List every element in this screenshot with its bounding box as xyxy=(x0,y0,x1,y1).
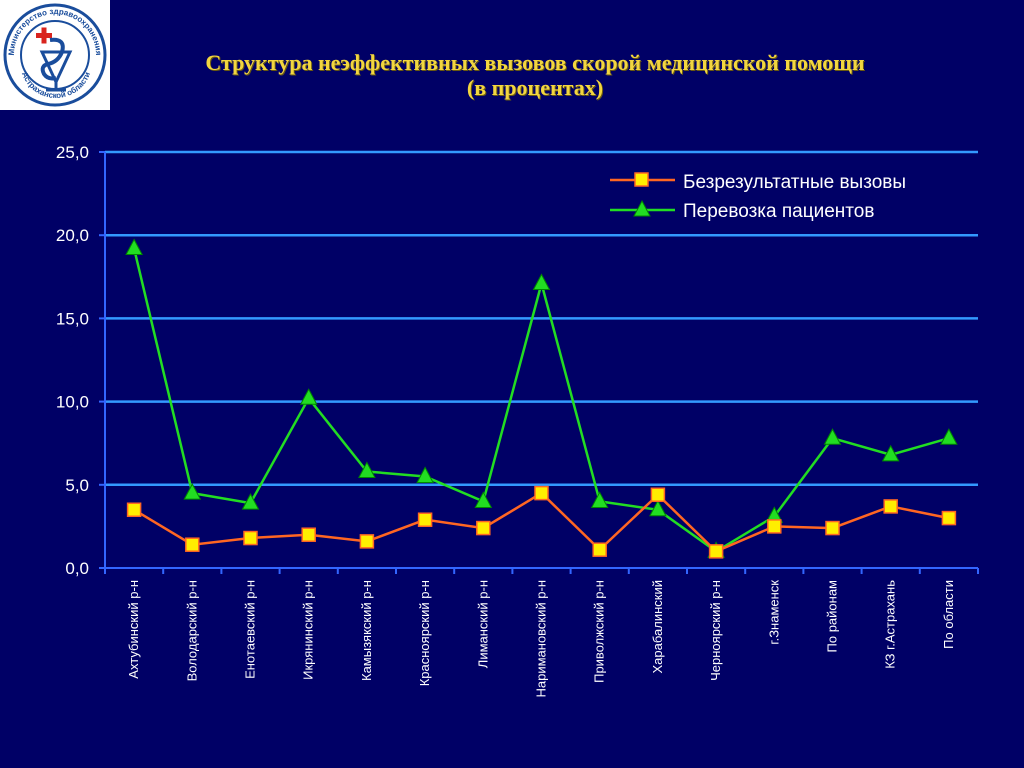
legend-triangle-marker-icon xyxy=(633,199,651,217)
x-tick-label: Приволжский р-н xyxy=(592,580,607,683)
slide-title: Структура неэффективных вызовов скорой м… xyxy=(110,50,960,100)
y-tick-label: 25,0 xyxy=(56,143,89,162)
data-point-square xyxy=(767,519,782,534)
title-line-1: Структура неэффективных вызовов скорой м… xyxy=(205,50,865,75)
x-tick-label: Володарский р-н xyxy=(184,580,199,681)
chart-legend: Безрезультатные вызовы Перевозка пациент… xyxy=(590,165,975,230)
data-point-triangle xyxy=(416,466,434,483)
data-point-triangle xyxy=(532,273,551,290)
data-point-square xyxy=(941,510,957,526)
data-point-square xyxy=(825,520,840,536)
data-point-square xyxy=(126,502,142,518)
data-point-triangle xyxy=(649,499,667,517)
axes xyxy=(99,151,979,574)
x-tick-label: КЗ г.Астрахань xyxy=(883,580,898,669)
data-point-square xyxy=(883,499,898,514)
data-point-triangle xyxy=(358,461,376,478)
x-tick-label: Наримановский р-н xyxy=(534,580,549,698)
ministry-logo: Министерство здравоохранения Астраханско… xyxy=(0,0,110,110)
x-tick-label: Енотаевский р-н xyxy=(243,580,258,679)
y-tick-label: 5,0 xyxy=(65,476,89,495)
x-tick-label: г.Знаменск xyxy=(766,580,781,645)
data-point-square xyxy=(243,530,258,546)
x-tick-label: Лиманский р-н xyxy=(475,580,490,668)
data-point-triangle xyxy=(881,444,900,462)
data-point-triangle xyxy=(590,491,609,508)
axis-labels: 25,0 20,0 15,0 10,0 5,0 0,0 Ахтубинский р-н Вол… xyxy=(56,143,956,698)
gridlines xyxy=(105,150,978,487)
y-tick-label: 10,0 xyxy=(56,393,89,412)
series xyxy=(125,238,958,559)
legend-label-series-1: Безрезультатные вызовы xyxy=(683,172,906,193)
legend-box xyxy=(590,165,975,230)
data-point-square xyxy=(417,512,433,527)
x-tick-label: Камызякский р-н xyxy=(359,580,374,681)
legend-square-marker-icon xyxy=(634,172,649,187)
y-tick-label: 0,0 xyxy=(65,559,89,578)
x-tick-label: По районам xyxy=(825,580,840,653)
data-point-square xyxy=(592,542,607,557)
data-point-square xyxy=(534,485,549,501)
logo-emblem-icon: Министерство здравоохранения Астраханско… xyxy=(3,3,107,107)
data-point-square xyxy=(359,534,375,549)
data-point-triangle xyxy=(299,388,318,405)
data-point-square xyxy=(650,487,666,503)
data-point-triangle xyxy=(474,491,493,508)
data-point-square xyxy=(301,527,316,542)
x-tick-label: Красноярский р-н xyxy=(417,580,432,686)
x-tick-label: Икрянинский р-н xyxy=(301,580,316,680)
data-point-square xyxy=(708,544,724,559)
legend-label-series-2: Перевозка пациентов xyxy=(683,201,874,222)
x-tick-label: Черноярский р-н xyxy=(708,580,723,681)
x-tick-label: Харабалинский xyxy=(650,580,665,673)
title-line-2: (в процентах) xyxy=(466,75,604,100)
x-tick-label: Ахтубинский р-н xyxy=(126,580,141,679)
data-point-triangle xyxy=(125,238,143,256)
data-point-triangle xyxy=(183,483,202,500)
data-point-triangle xyxy=(940,428,958,445)
y-tick-label: 20,0 xyxy=(56,226,89,245)
data-point-square xyxy=(476,520,491,536)
y-tick-label: 15,0 xyxy=(56,309,89,328)
data-point-triangle xyxy=(823,428,842,445)
data-point-triangle xyxy=(241,493,260,510)
data-point-square xyxy=(185,537,200,552)
x-tick-label: По области xyxy=(941,580,956,649)
